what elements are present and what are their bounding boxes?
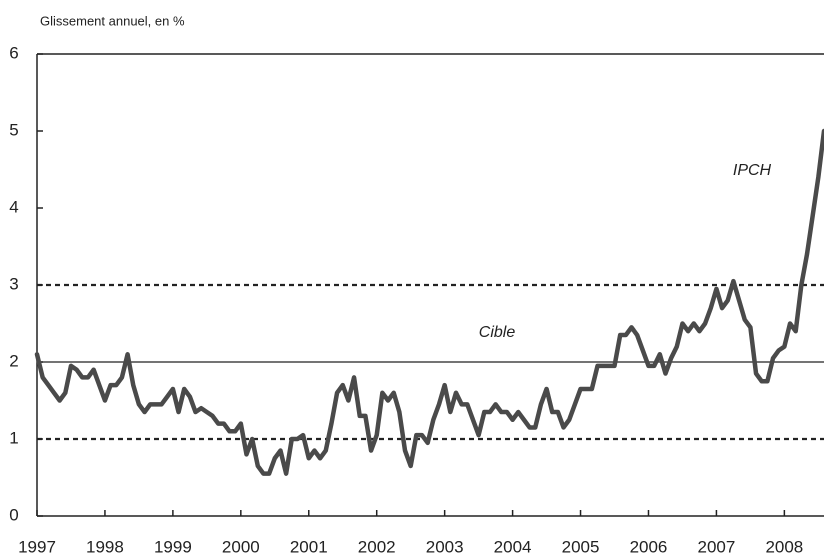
x-tick-label: 2001	[290, 537, 328, 556]
y-tick-label: 0	[9, 505, 18, 524]
x-tick-label: 2004	[494, 537, 532, 556]
reference-label: Cible	[479, 324, 516, 341]
x-tick-label: 2003	[426, 537, 464, 556]
series-line	[34, 128, 824, 476]
x-tick-label: 2006	[630, 537, 668, 556]
x-tick-label: 2008	[765, 537, 803, 556]
x-tick-label: 1999	[154, 537, 192, 556]
y-tick-label: 5	[9, 120, 18, 139]
y-tick-label: 6	[9, 43, 18, 62]
y-tick-label: 4	[9, 197, 18, 216]
y-tick-label: 3	[9, 274, 18, 293]
series-label: IPCH	[733, 162, 772, 179]
x-tick-label: 1997	[18, 537, 56, 556]
x-tick-label: 2007	[698, 537, 736, 556]
x-tick-label: 1998	[86, 537, 124, 556]
x-tick-label: 2000	[222, 537, 260, 556]
x-tick-label: 2005	[562, 537, 600, 556]
x-tick-label: 2002	[358, 537, 396, 556]
y-tick-label: 1	[9, 428, 18, 447]
y-tick-label: 2	[9, 351, 18, 370]
y-axis-label: Glissement annuel, en %	[40, 13, 185, 28]
